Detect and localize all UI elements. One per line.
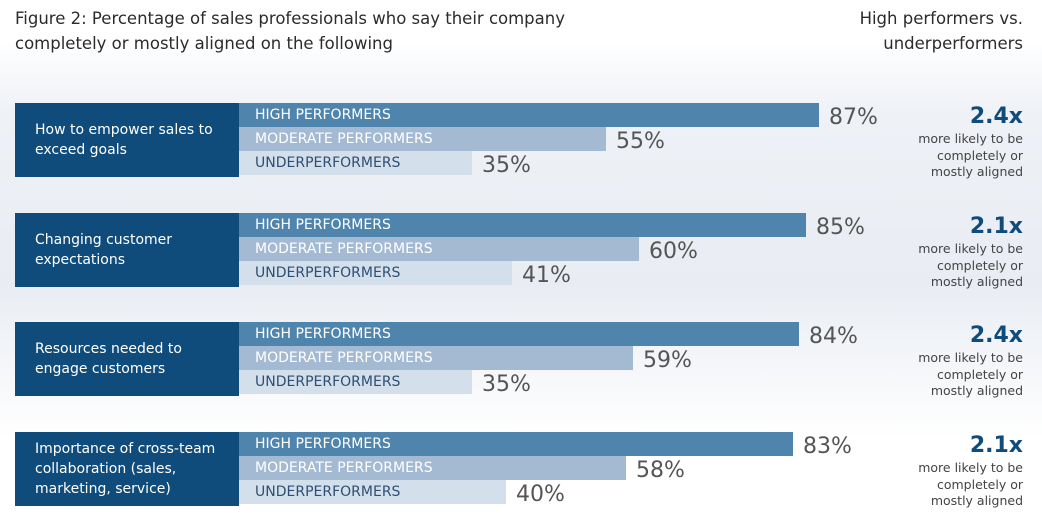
bar-series-label: MODERATE PERFORMERS (255, 350, 433, 366)
category-group: How to empower sales to exceed goals HIGH… (15, 103, 1027, 179)
data-label-high: 87% (829, 105, 878, 130)
bar-series-label: HIGH PERFORMERS (255, 326, 391, 342)
ratio-value: 2.1x (969, 433, 1023, 458)
data-label-moderate: 55% (616, 129, 665, 154)
bar-series-label: HIGH PERFORMERS (255, 217, 391, 233)
ratio-callout: 2.4x more likely to be completely or most… (893, 105, 1023, 181)
data-label-under: 40% (516, 482, 565, 507)
bar-series-label: MODERATE PERFORMERS (255, 460, 433, 476)
chart-title: Figure 2: Percentage of sales profession… (15, 9, 565, 53)
category-group: Resources needed to engage customers HIGH… (15, 322, 1027, 398)
bar-series-label: UNDERPERFORMERS (255, 484, 401, 500)
data-label-high: 84% (809, 324, 858, 349)
ratio-callout: 2.1x more likely to be completely or most… (893, 215, 1023, 291)
ratio-value: 2.4x (969, 104, 1023, 129)
data-label-moderate: 59% (643, 348, 692, 373)
data-label-under: 35% (482, 153, 531, 178)
ratio-value: 2.1x (969, 214, 1023, 239)
bar-series-label: UNDERPERFORMERS (255, 265, 401, 281)
category-label: Importance of cross-team collaboration (… (15, 432, 239, 506)
bar-under: UNDERPERFORMERS (239, 261, 512, 285)
ratio-callout: 2.1x more likely to be completely or most… (893, 434, 1023, 510)
bar-series-label: UNDERPERFORMERS (255, 155, 401, 171)
data-label-under: 41% (522, 263, 571, 288)
data-label-under: 35% (482, 372, 531, 397)
bar-moderate: MODERATE PERFORMERS (239, 456, 626, 480)
data-label-moderate: 60% (649, 239, 698, 264)
bar-moderate: MODERATE PERFORMERS (239, 127, 606, 151)
ratio-callout: 2.4x more likely to be completely or most… (893, 324, 1023, 400)
bar-series-label: UNDERPERFORMERS (255, 374, 401, 390)
ratio-note: more likely to be completely or mostly a… (918, 131, 1023, 179)
bar-high: HIGH PERFORMERS (239, 103, 819, 127)
category-group: Changing customer expectations HIGH PERFO… (15, 213, 1027, 289)
category-label: How to empower sales to exceed goals (15, 103, 239, 177)
category-label: Resources needed to engage customers (15, 322, 239, 396)
bar-high: HIGH PERFORMERS (239, 432, 793, 456)
ratio-note: more likely to be completely or mostly a… (918, 350, 1023, 398)
comparison-column-title: High performers vs. underperformers (859, 9, 1023, 53)
bar-series-label: HIGH PERFORMERS (255, 436, 391, 452)
ratio-value: 2.4x (969, 323, 1023, 348)
data-label-moderate: 58% (636, 458, 685, 483)
bar-under: UNDERPERFORMERS (239, 370, 472, 394)
bar-series-label: MODERATE PERFORMERS (255, 241, 433, 257)
bar-high: HIGH PERFORMERS (239, 322, 799, 346)
bar-moderate: MODERATE PERFORMERS (239, 346, 633, 370)
category-label: Changing customer expectations (15, 213, 239, 287)
bar-under: UNDERPERFORMERS (239, 480, 506, 504)
category-group: Importance of cross-team collaboration (… (15, 432, 1027, 508)
data-label-high: 85% (816, 215, 865, 240)
bar-series-label: HIGH PERFORMERS (255, 107, 391, 123)
bar-under: UNDERPERFORMERS (239, 151, 472, 175)
bar-moderate: MODERATE PERFORMERS (239, 237, 639, 261)
ratio-note: more likely to be completely or mostly a… (918, 241, 1023, 289)
data-label-high: 83% (803, 434, 852, 459)
bar-high: HIGH PERFORMERS (239, 213, 806, 237)
bar-series-label: MODERATE PERFORMERS (255, 131, 433, 147)
ratio-note: more likely to be completely or mostly a… (918, 460, 1023, 508)
